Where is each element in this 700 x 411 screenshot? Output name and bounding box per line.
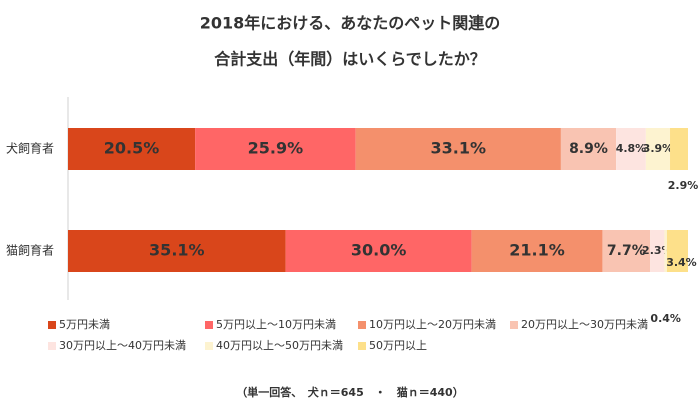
bar-segment: [68, 128, 196, 170]
bar-segment: [285, 230, 472, 272]
bar-segment: [664, 230, 667, 272]
chart-title: 合計支出（年間）はいくらでしたか？: [214, 50, 486, 69]
legend-swatch: [48, 321, 56, 329]
legend-label: 5万円以上～10万円未満: [216, 318, 336, 331]
data-label: 33.1%: [431, 139, 487, 158]
legend-swatch: [358, 321, 366, 329]
bar-segment: [666, 230, 688, 272]
data-label: 35.1%: [149, 241, 205, 260]
y-tick-label: 犬飼育者: [6, 141, 54, 156]
legend-label: 40万円以上～50万円未満: [216, 339, 343, 352]
legend-label: 50万円以上: [369, 339, 427, 352]
legend-swatch: [48, 342, 56, 350]
footnote: （単一回答、 犬ｎ＝645 ・ 猫ｎ＝440）: [236, 385, 463, 399]
legend-label: 10万円以上～20万円未満: [369, 318, 496, 331]
legend-label: 20万円以上～30万円未満: [521, 318, 648, 331]
data-label: 4.8%: [616, 142, 647, 155]
bar-segment: [616, 128, 646, 170]
data-label: 21.1%: [509, 241, 565, 260]
data-label: 3.4%: [666, 256, 697, 269]
data-label: 20.5%: [104, 139, 160, 158]
bar-segment: [670, 128, 688, 170]
bar-segment: [560, 128, 617, 170]
legend-swatch: [358, 342, 366, 350]
legend-label: 5万円未満: [59, 318, 110, 331]
bar-segment: [650, 230, 665, 272]
bar-segment: [355, 128, 561, 170]
data-label: 0.4%: [650, 312, 681, 325]
legend-swatch: [205, 342, 213, 350]
y-tick-label: 猫飼育者: [6, 243, 54, 258]
data-label: 25.9%: [248, 139, 304, 158]
bar-segment: [471, 230, 603, 272]
legend-swatch: [205, 321, 213, 329]
bar-segment: [195, 128, 356, 170]
bar-segment: [68, 230, 286, 272]
legend-swatch: [510, 321, 518, 329]
data-label: 2.9%: [668, 179, 699, 192]
chart-title: 2018年における、あなたのペット関連の: [200, 14, 501, 33]
data-label: 30.0%: [351, 241, 407, 260]
bar-segment: [602, 230, 651, 272]
legend-label: 30万円以上～40万円未満: [59, 339, 186, 352]
data-label: 7.7%: [607, 243, 646, 259]
data-label: 8.9%: [569, 141, 608, 157]
bar-segment: [645, 128, 671, 170]
data-label: 3.9%: [643, 142, 674, 155]
